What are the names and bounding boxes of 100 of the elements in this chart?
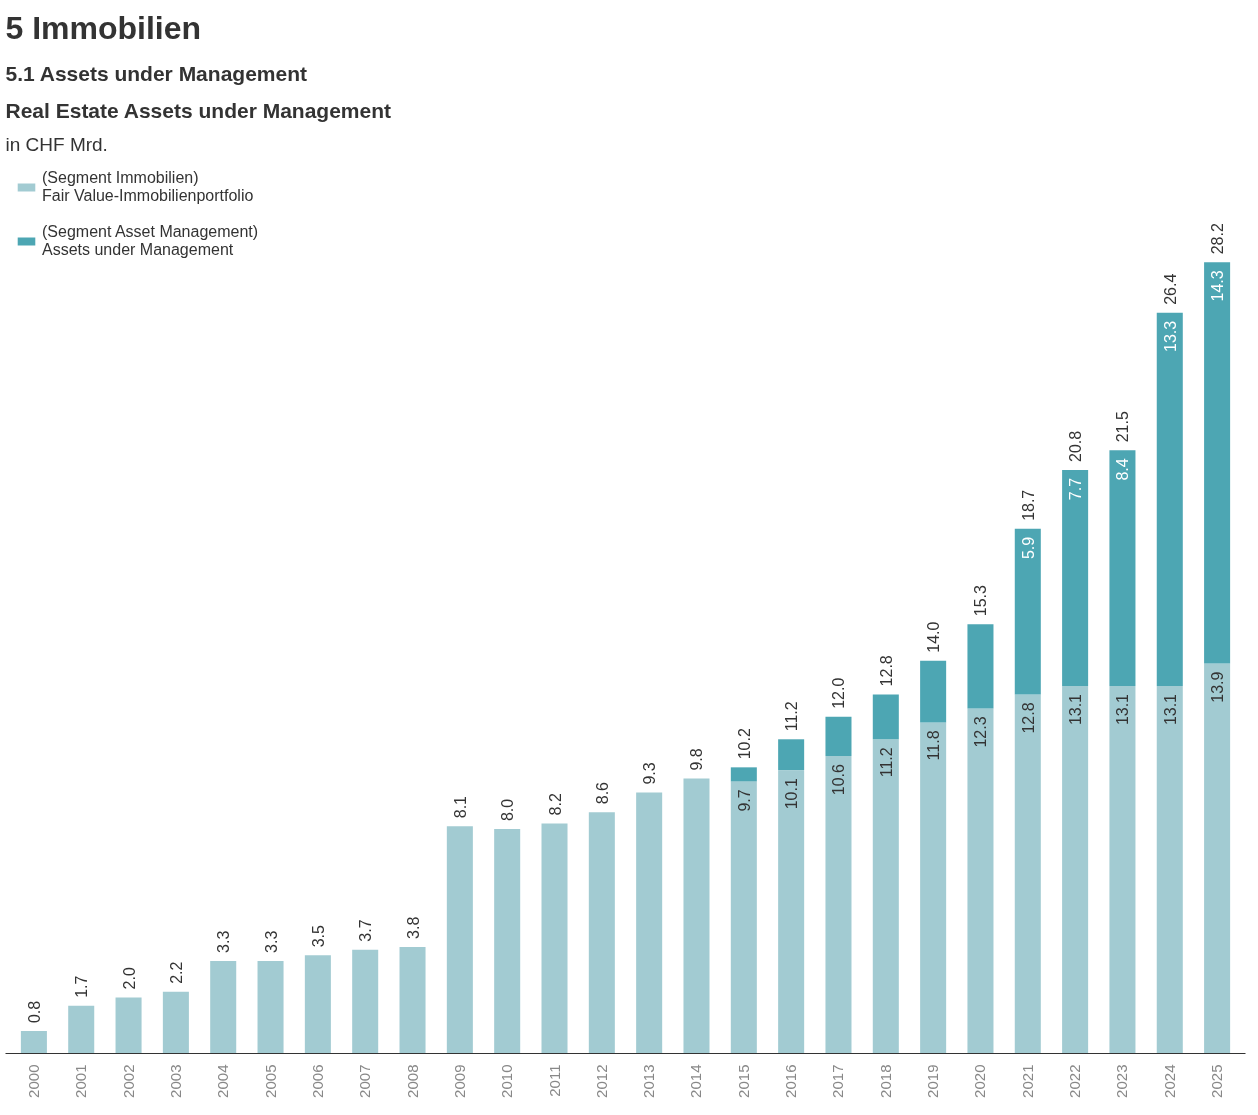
bar [1109, 450, 1136, 686]
data-label: 9.3 [641, 762, 659, 785]
bar [967, 624, 994, 709]
data-label: 9.8 [688, 748, 706, 771]
bar [1204, 262, 1231, 664]
bar [920, 722, 947, 1054]
bar [778, 739, 805, 771]
x-tick-label: 2002 [119, 1064, 137, 1098]
data-label: 8.1 [451, 795, 469, 819]
data-label: 3.5 [309, 924, 327, 948]
data-label: 11.8 [925, 730, 943, 761]
total-label: 11.2 [783, 701, 801, 732]
x-tick-label: 2025 [1208, 1064, 1226, 1098]
text: 5.1 Assets under Management [5, 61, 307, 85]
bar [825, 716, 852, 757]
x-tick-label: 2012 [592, 1064, 610, 1098]
data-label: 13.1 [1067, 693, 1085, 726]
bar [1156, 312, 1183, 686]
bar [872, 739, 899, 1054]
data-label: 8.4 [1114, 458, 1132, 481]
bar [588, 812, 615, 1054]
data-label: 3.3 [262, 930, 280, 953]
x-tick-label: 2006 [308, 1064, 326, 1098]
bar [1062, 469, 1089, 686]
x-tick-label: 2011 [545, 1064, 563, 1097]
bar [20, 1031, 47, 1054]
bar [68, 1005, 95, 1054]
total-label: 12.0 [830, 677, 848, 709]
x-tick-label: 2010 [498, 1064, 516, 1098]
total-label: 20.8 [1067, 430, 1085, 462]
bar [1062, 685, 1089, 1054]
data-label: 12.8 [1019, 702, 1037, 734]
x-tick-label: 2003 [166, 1064, 184, 1098]
total-label: 15.3 [972, 585, 990, 617]
bar [967, 708, 994, 1054]
x-tick-label: 2018 [876, 1064, 894, 1098]
x-tick-label: 2015 [734, 1064, 752, 1098]
x-tick-label: 2009 [450, 1064, 468, 1098]
bar [730, 767, 757, 782]
x-tick-label: 2016 [782, 1064, 800, 1098]
data-label: 3.7 [357, 919, 375, 942]
x-tick-label: 2001 [72, 1064, 90, 1098]
total-label: 26.4 [1161, 273, 1179, 305]
x-tick-label: 2007 [356, 1064, 374, 1098]
bar [636, 792, 663, 1054]
total-label: 18.7 [1019, 489, 1037, 521]
bar [825, 756, 852, 1054]
legend-label: (Segment Immobilien) Fair Value-Immobilienportfolio [42, 169, 254, 205]
data-label: 7.7 [1067, 477, 1085, 501]
bar [446, 826, 473, 1054]
x-tick-label: 2004 [214, 1064, 232, 1098]
bar [872, 694, 899, 740]
data-label: 10.6 [830, 764, 848, 796]
data-label: 2.2 [167, 961, 185, 984]
x-tick-label: 2024 [1160, 1064, 1178, 1098]
data-label: 8.6 [593, 781, 611, 805]
bar [1014, 694, 1041, 1054]
bar [730, 781, 757, 1054]
bar [683, 778, 710, 1054]
data-label: 9.7 [735, 789, 753, 812]
text: 5 Immobilien [5, 9, 202, 46]
legend-label: (Segment Asset Management) Assets under Management [42, 223, 259, 259]
data-label: 8.0 [499, 798, 517, 822]
bar [210, 960, 237, 1054]
data-label: 13.1 [1114, 693, 1132, 726]
bar [1109, 685, 1136, 1054]
data-label: 0.8 [25, 1000, 43, 1024]
data-label: 8.2 [546, 793, 564, 816]
data-label: 5.9 [1019, 536, 1037, 560]
bar [1204, 663, 1231, 1054]
bar [304, 955, 331, 1054]
x-tick-label: 2020 [971, 1064, 989, 1098]
x-tick-label: 2021 [1018, 1064, 1036, 1098]
x-tick-label: 2008 [403, 1064, 421, 1098]
x-tick-label: 2014 [687, 1064, 705, 1098]
data-label: 14.3 [1209, 270, 1227, 302]
bar [1156, 685, 1183, 1054]
total-label: 12.8 [877, 655, 895, 687]
bar [494, 829, 521, 1054]
total-label: 10.2 [735, 728, 753, 760]
total-label: 28.2 [1209, 223, 1227, 255]
bar [399, 946, 426, 1054]
x-tick-label: 2019 [924, 1064, 942, 1098]
total-label: 14.0 [925, 621, 943, 653]
chart-title: Real Estate Assets under Management [5, 98, 392, 122]
bar [541, 823, 568, 1054]
chart-subtitle: in CHF Mrd. [5, 133, 108, 155]
bar [920, 660, 947, 723]
data-label: 12.3 [972, 716, 990, 748]
x-tick-label: 2000 [24, 1064, 42, 1098]
x-tick-label: 2022 [1066, 1064, 1084, 1098]
bar [162, 991, 189, 1054]
bar [257, 960, 284, 1054]
x-tick-label: 2013 [640, 1064, 658, 1098]
data-label: 2.0 [120, 967, 138, 990]
bar [1014, 528, 1041, 695]
x-tick-label: 2005 [261, 1064, 279, 1098]
data-label: 11.2 [877, 747, 895, 778]
bar [778, 770, 805, 1054]
total-label: 21.5 [1114, 411, 1132, 443]
